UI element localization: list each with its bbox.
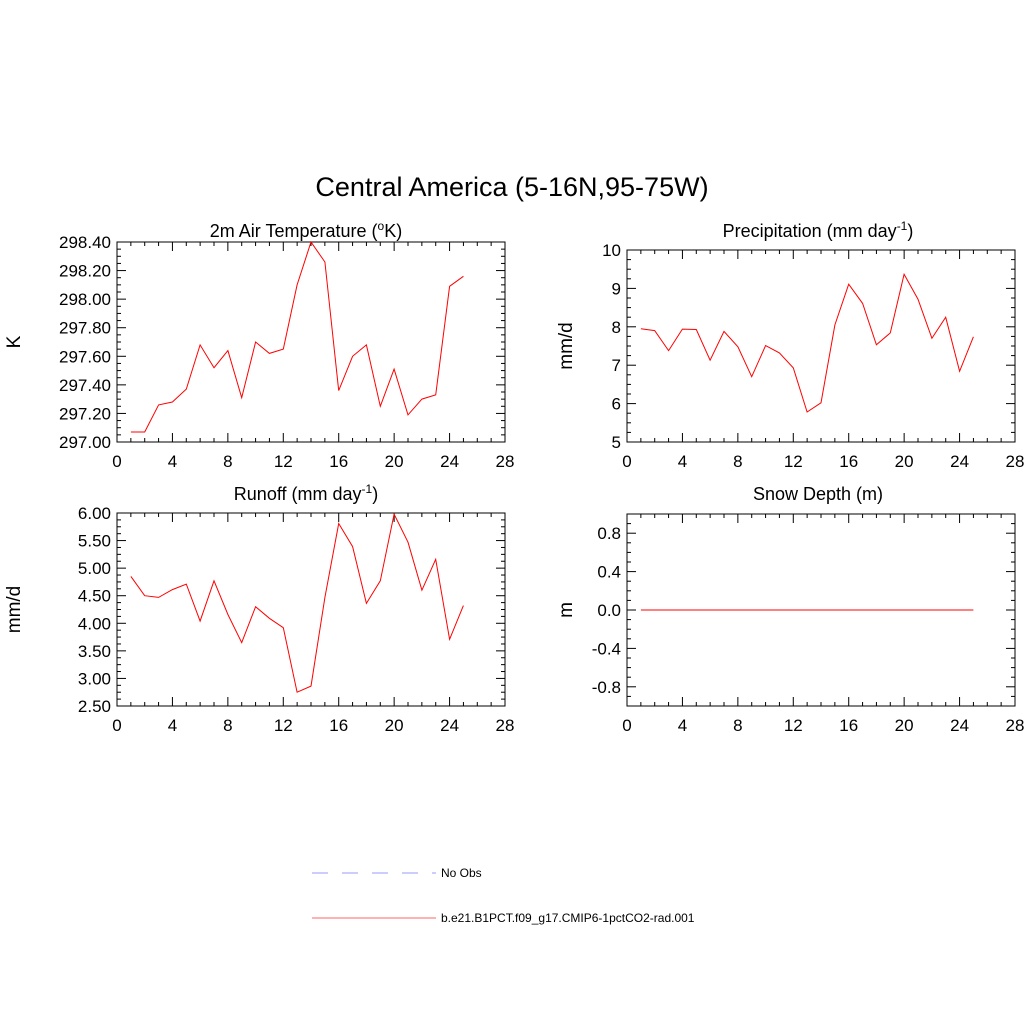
y-tick-label: -0.8	[592, 678, 621, 697]
x-tick-label: 24	[950, 716, 969, 735]
y-tick-label: 6	[612, 395, 621, 414]
panel-3: Runoff (mm day-1) mm/d 0 4 8 12 16 20 24 28 2.50 3.…	[4, 482, 514, 735]
x-tick-label: 8	[223, 452, 232, 471]
y-tick-label: 5	[612, 433, 621, 452]
x-tick-label: 4	[678, 452, 687, 471]
x-tick-label: 0	[622, 716, 631, 735]
plot-frame	[626, 249, 1016, 443]
y-tick-label: 297.20	[59, 404, 111, 423]
panel-title-tail: )	[907, 221, 913, 241]
y-tick-label: 298.20	[59, 262, 111, 281]
y-tick-label: 5.50	[78, 532, 111, 551]
panel-2: Precipitation (mm day-1) mm/d 0 4 8 12 16 20 24 2…	[556, 219, 1024, 471]
x-tick-label: 0	[112, 716, 121, 735]
x-tick-label: 0	[112, 452, 121, 471]
x-tick-label: 28	[1006, 452, 1024, 471]
x-tick-label: 16	[329, 452, 348, 471]
y-tick-label: -0.4	[592, 639, 621, 658]
panel-1: 2m Air Temperature (oK) K 0 4 8 12 16 20 24 28 297…	[4, 219, 514, 471]
y-tick-label: 2.50	[78, 697, 111, 716]
plot-frame	[116, 241, 506, 443]
x-tick-label: 16	[329, 716, 348, 735]
y-tick-label: 297.00	[59, 433, 111, 452]
x-tick-label: 12	[274, 452, 293, 471]
y-tick-label: 9	[612, 279, 621, 298]
panel-title-text: Precipitation (mm day	[723, 221, 897, 241]
y-axis-label: m	[556, 602, 577, 618]
x-tick-label: 16	[839, 716, 858, 735]
y-tick-label: 4.00	[78, 614, 111, 633]
x-tick-label: 20	[895, 452, 914, 471]
x-tick-label: 4	[678, 716, 687, 735]
panel-title-tail: )	[372, 484, 378, 504]
x-tick-label: 28	[496, 716, 515, 735]
y-tick-label: 3.00	[78, 669, 111, 688]
panel-title-superscript: -1	[897, 219, 908, 233]
y-tick-label: 6.00	[78, 504, 111, 523]
panel-title: Precipitation (mm day-1)	[723, 219, 914, 241]
y-tick-label: 297.40	[59, 376, 111, 395]
y-axis-label: K	[4, 335, 25, 348]
x-tick-label: 28	[496, 452, 515, 471]
x-tick-label: 20	[385, 716, 404, 735]
series-line	[130, 240, 464, 433]
panel-title: Snow Depth (m)	[753, 484, 883, 504]
series-line	[640, 272, 974, 413]
series-line	[130, 512, 464, 693]
y-tick-label: 0.8	[597, 524, 621, 543]
panel-4: Snow Depth (m) m 0 4 8 12 16 20 24 28 -0.8 -0.4 0.0 0…	[556, 484, 1024, 735]
panel-title-text: Runoff (mm day	[234, 484, 362, 504]
y-axis-label: mm/d	[4, 586, 25, 634]
y-tick-label: 298.40	[59, 233, 111, 252]
panels-group: 2m Air Temperature (oK) K 0 4 8 12 16 20 24 28 297…	[4, 219, 1024, 735]
x-tick-label: 8	[733, 716, 742, 735]
legend-label: b.e21.B1PCT.f09_g17.CMIP6-1pctCO2-rad.00…	[441, 911, 695, 925]
x-tick-label: 12	[784, 716, 803, 735]
panel-title-text: 2m Air Temperature (	[210, 221, 378, 241]
x-tick-label: 28	[1006, 716, 1024, 735]
figure-title: Central America (5-16N,95-75W)	[315, 172, 708, 202]
x-tick-label: 24	[440, 452, 459, 471]
x-tick-label: 12	[274, 716, 293, 735]
y-tick-label: 10	[602, 241, 621, 260]
x-tick-label: 24	[440, 716, 459, 735]
y-tick-label: 7	[612, 356, 621, 375]
y-axis-label: mm/d	[556, 322, 577, 370]
x-tick-label: 0	[622, 452, 631, 471]
panel-title: 2m Air Temperature (oK)	[210, 219, 402, 241]
y-tick-label: 0.4	[597, 563, 621, 582]
x-tick-label: 4	[168, 716, 177, 735]
y-tick-label: 3.50	[78, 642, 111, 661]
x-tick-label: 16	[839, 452, 858, 471]
x-tick-label: 20	[895, 716, 914, 735]
x-tick-label: 24	[950, 452, 969, 471]
x-tick-label: 8	[223, 716, 232, 735]
panel-title-text: Snow Depth (m)	[753, 484, 883, 504]
panel-title-superscript: -1	[362, 482, 373, 496]
legend: No Obs b.e21.B1PCT.f09_g17.CMIP6-1pctCO2-…	[312, 866, 695, 925]
y-tick-label: 297.80	[59, 319, 111, 338]
plot-frame	[116, 512, 506, 707]
y-tick-label: 297.60	[59, 347, 111, 366]
panel-title-superscript: o	[378, 219, 385, 233]
y-tick-label: 298.00	[59, 290, 111, 309]
x-tick-label: 12	[784, 452, 803, 471]
panel-title: Runoff (mm day-1)	[234, 482, 378, 504]
y-tick-label: 4.50	[78, 587, 111, 606]
panel-title-tail: K)	[384, 221, 402, 241]
x-tick-label: 8	[733, 452, 742, 471]
legend-label: No Obs	[441, 866, 482, 880]
x-tick-label: 20	[385, 452, 404, 471]
y-tick-label: 5.00	[78, 559, 111, 578]
y-tick-label: 0.0	[597, 601, 621, 620]
y-tick-label: 8	[612, 318, 621, 337]
x-tick-label: 4	[168, 452, 177, 471]
